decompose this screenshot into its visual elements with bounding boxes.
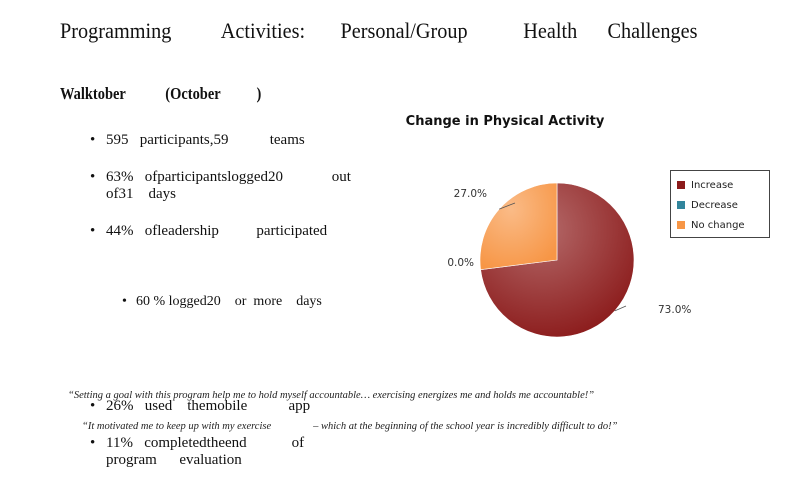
legend-label: Increase xyxy=(691,179,734,191)
legend-swatch xyxy=(677,181,685,189)
section-heading: Walktober (October ) xyxy=(60,84,262,103)
pie-chart: 73.0% 0.0% 27.0% Change in Physical Activi… xyxy=(400,106,790,366)
pie-slice-no-change xyxy=(479,182,558,270)
pie-chart-canvas: 73.0% 0.0% 27.0% xyxy=(447,182,691,338)
data-label-no-change: 27.0% xyxy=(454,188,487,200)
legend-label: No change xyxy=(691,219,745,231)
legend-swatch xyxy=(677,201,685,209)
list-item: 44% ofleadership participated 60 % logge… xyxy=(88,223,408,378)
bullet-text: 26% used themobile app xyxy=(106,398,311,414)
chart-legend: Increase Decrease No change xyxy=(670,170,770,238)
list-item: 595 participants,59 teams xyxy=(88,132,408,149)
list-item: 11% completedtheend of program evaluatio… xyxy=(88,435,408,469)
bullet-text: 44% ofleadership participated xyxy=(106,223,328,239)
legend-item-decrease: Decrease xyxy=(677,195,769,215)
bullet-text: 595 participants,59 teams xyxy=(106,132,305,148)
legend-label: Decrease xyxy=(691,199,738,211)
list-item: 63% ofparticipantslogged20 out of31 days xyxy=(88,169,408,203)
bullet-text: 11% completedtheend of program evaluatio… xyxy=(106,435,305,468)
legend-swatch xyxy=(677,221,685,229)
list-item: 26% used themobile app xyxy=(88,398,408,415)
sub-list-item: 60 % logged20 or more days xyxy=(122,293,408,310)
testimonial-quote: “Setting a goal with this program help m… xyxy=(68,390,595,401)
data-label-decrease: 0.0% xyxy=(447,257,474,269)
sub-list: 60 % logged20 or more days xyxy=(106,259,408,344)
leader-line-increase xyxy=(614,305,627,312)
sub-bullet-text: 60 % logged20 or more days xyxy=(136,294,322,309)
slide-title: Programming Activities: Personal/Group H… xyxy=(60,18,698,43)
stats-list: 595 participants,59 teams 63% ofparticip… xyxy=(88,132,408,489)
legend-item-no-change: No change xyxy=(677,215,769,235)
testimonial-quote: “It motivated me to keep up with my exer… xyxy=(82,421,618,432)
legend-item-increase: Increase xyxy=(677,175,769,195)
data-label-increase: 73.0% xyxy=(658,304,691,316)
bullet-text: 63% ofparticipantslogged20 out of31 days xyxy=(106,169,351,202)
leader-line-no-change xyxy=(499,202,516,210)
chart-title: Change in Physical Activity xyxy=(405,114,605,129)
